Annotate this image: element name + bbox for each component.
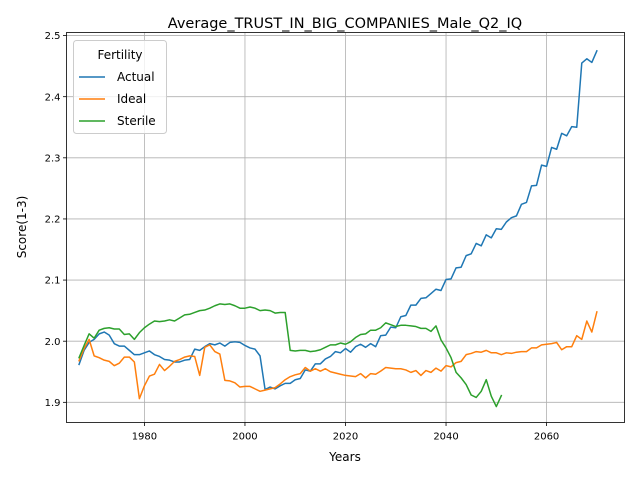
y-tick-label: 2.4 (45, 92, 61, 103)
chart-title: Average_TRUST_IN_BIG_COMPANIES_Male_Q2_I… (168, 16, 522, 32)
y-tick-label: 1.9 (45, 398, 61, 409)
series-line-ideal (78, 310, 598, 400)
y-tick-label: 2.2 (45, 215, 61, 226)
y-tick-label: 2.1 (45, 276, 61, 287)
series-lines (78, 49, 598, 408)
legend-title: Fertility (97, 48, 142, 62)
x-axis-ticks: 1980 2000 2020 2040 2060 (132, 422, 559, 443)
legend-label-actual: Actual (117, 70, 155, 84)
x-tick-label: 2040 (433, 432, 458, 443)
series-line-sterile (78, 303, 503, 408)
series-line-actual (78, 49, 598, 391)
y-tick-label: 2.5 (45, 31, 61, 42)
legend-box (73, 40, 167, 134)
x-tick-label: 2060 (534, 432, 559, 443)
y-axis-ticks: 1.9 2.0 2.1 2.2 2.3 2.4 2.5 (45, 31, 67, 409)
y-axis-label: Score(1-3) (15, 196, 29, 259)
grid-lines (66, 32, 625, 423)
legend-label-ideal: Ideal (117, 92, 146, 106)
legend: Fertility Actual Ideal Sterile (73, 40, 167, 134)
y-tick-label: 2.0 (45, 337, 61, 348)
x-tick-label: 1980 (132, 432, 157, 443)
y-tick-label: 2.3 (45, 153, 61, 164)
x-tick-label: 2020 (333, 432, 358, 443)
x-axis-label: Years (328, 450, 361, 464)
legend-label-sterile: Sterile (117, 114, 156, 128)
x-tick-label: 2000 (232, 432, 257, 443)
